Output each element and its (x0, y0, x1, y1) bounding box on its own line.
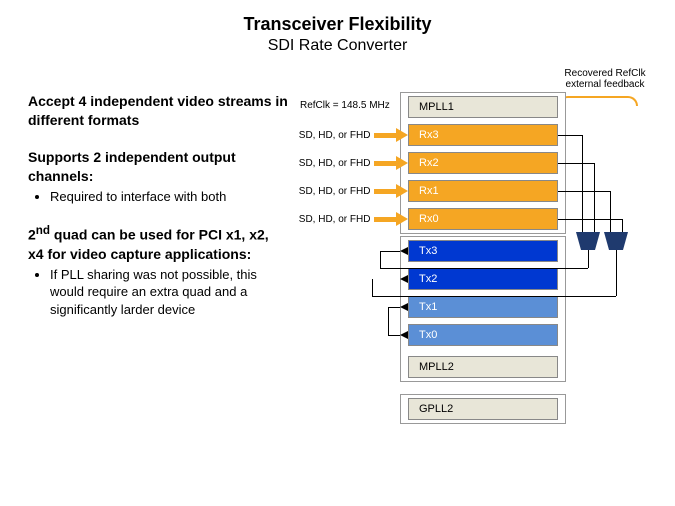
lane-mpll2: MPLL2 (408, 356, 558, 378)
arrow-into-tx2 (400, 275, 408, 283)
lane-tx3: Tx3 (408, 240, 558, 262)
heading-outputs: Supports 2 independent output channels: (28, 148, 288, 186)
lane-tx1: Tx1 (408, 296, 558, 318)
lane-rx0: Rx0 (408, 208, 558, 230)
lane-rx3: Rx3 (408, 124, 558, 146)
arrow-into-tx1 (400, 303, 408, 311)
description-column: Accept 4 independent video streams in di… (28, 92, 288, 336)
lane-rx1: Rx1 (408, 180, 558, 202)
page-subtitle: SDI Rate Converter (0, 37, 675, 55)
bullet-second-quad-1: If PLL sharing was not possible, this wo… (50, 266, 288, 319)
lane-rx2: Rx2 (408, 152, 558, 174)
heading-inputs: Accept 4 independent video streams in di… (28, 92, 288, 130)
arrow-into-tx0 (400, 331, 408, 339)
signal-rx2: SD, HD, or FHD (298, 152, 408, 174)
bullet-outputs-1: Required to interface with both (50, 188, 288, 206)
refclk-label: RefClk = 148.5 MHz (300, 100, 390, 111)
mux-2 (604, 232, 628, 250)
page-title: Transceiver Flexibility (0, 14, 675, 35)
lane-mpll1: MPLL1 (408, 96, 558, 118)
signal-rx3: SD, HD, or FHD (298, 124, 408, 146)
signal-rx0: SD, HD, or FHD (298, 208, 408, 230)
mux-1 (576, 232, 600, 250)
lane-gpll2: GPLL2 (408, 398, 558, 420)
block-diagram: Recovered RefClk external feedback RefCl… (300, 82, 660, 482)
feedback-brace (558, 96, 638, 106)
lane-tx0: Tx0 (408, 324, 558, 346)
heading-second-quad: 2nd quad can be used for PCI x1, x2, x4 … (28, 223, 288, 263)
signal-rx1: SD, HD, or FHD (298, 180, 408, 202)
arrow-into-tx3 (400, 247, 408, 255)
lane-tx2: Tx2 (408, 268, 558, 290)
feedback-label: Recovered RefClk external feedback (550, 68, 660, 90)
